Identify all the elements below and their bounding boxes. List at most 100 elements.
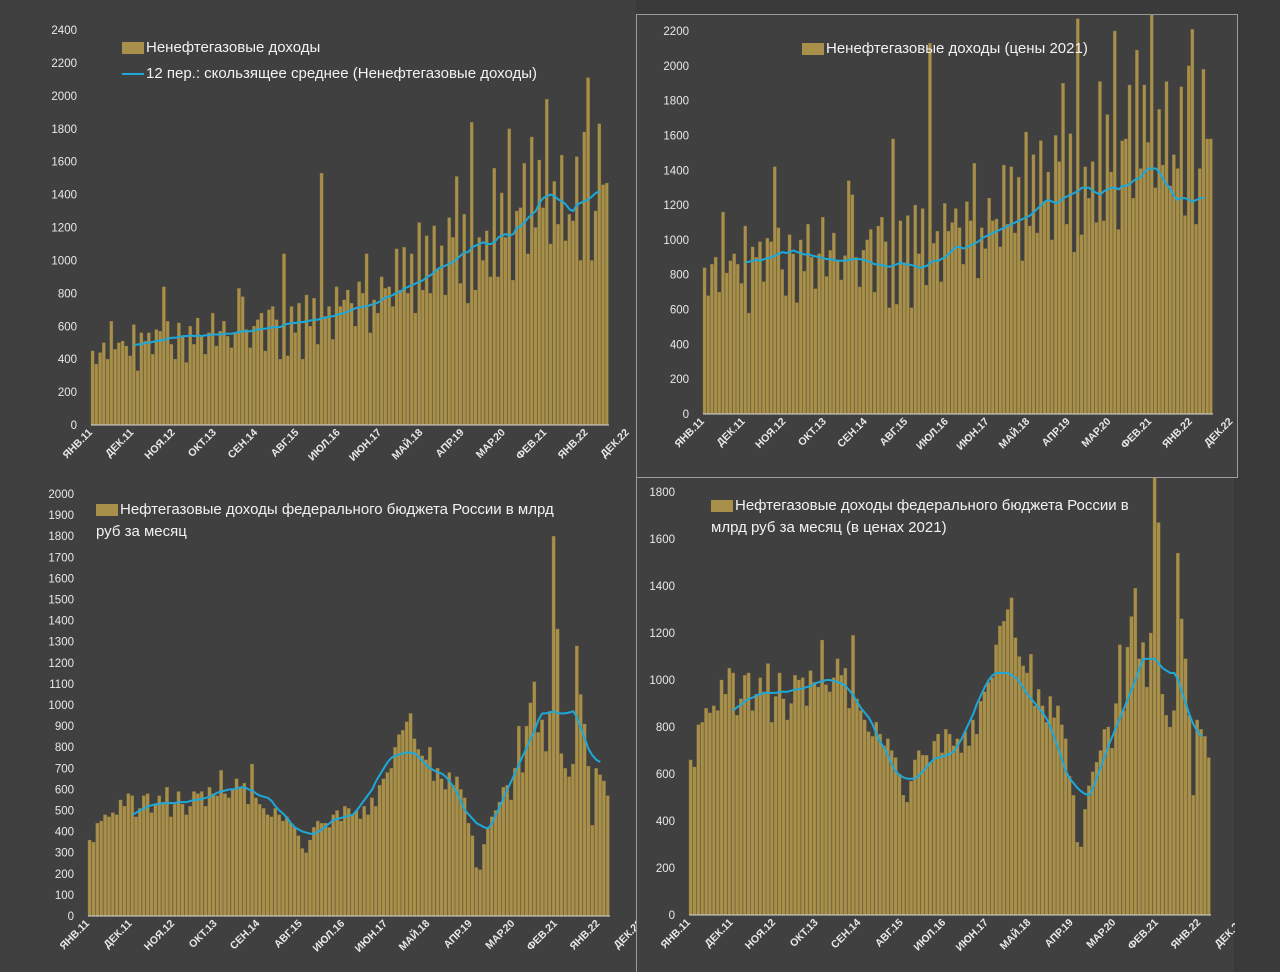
data-bar [1179, 618, 1184, 916]
data-bar [575, 156, 579, 426]
data-bar [362, 806, 366, 917]
data-bar [567, 776, 571, 917]
data-bar [484, 230, 489, 426]
data-bar [906, 215, 910, 415]
data-bar [343, 806, 347, 917]
x-tick-label: НОЯ.12 [142, 918, 177, 953]
data-bar [1020, 260, 1025, 415]
data-bar [526, 253, 530, 426]
data-bar [843, 668, 848, 916]
y-tick-label: 1200 [51, 223, 77, 235]
data-bar [816, 686, 821, 916]
data-bar [393, 747, 397, 917]
data-bar [784, 295, 788, 415]
data-bar [935, 231, 940, 415]
data-bar [723, 693, 728, 916]
data-bar [361, 293, 365, 426]
data-bar [1009, 597, 1014, 916]
data-bar [252, 326, 256, 426]
x-tick-label: СЕН.14 [228, 918, 263, 953]
data-bar [567, 214, 572, 426]
data-bar [195, 317, 200, 426]
data-bar [1040, 705, 1045, 916]
data-bar [533, 227, 538, 426]
data-bar [1168, 185, 1172, 415]
data-bar [358, 818, 363, 917]
data-bar [891, 138, 895, 415]
chart-legend: Нефтегазовые доходы федерального бюджета… [96, 501, 554, 540]
data-bar [215, 795, 220, 917]
data-bar [323, 316, 328, 426]
data-bar [431, 780, 436, 917]
data-bar [1160, 693, 1165, 916]
data-bar [743, 225, 747, 415]
y-tick-label: 2400 [51, 25, 77, 37]
data-bar [706, 295, 710, 415]
data-bar [1145, 686, 1149, 916]
data-bar [909, 307, 914, 415]
data-bar [1028, 225, 1032, 415]
data-bar [277, 814, 281, 917]
data-bar [246, 804, 250, 917]
data-bar [1083, 809, 1087, 916]
chart-panel-oil-gas-revenue-2021-prices: 0 200 400 600 800 1000 1200 1400 1600 1800 ЯНВ.11 Д… [636, 478, 1235, 972]
data-bar [218, 331, 222, 426]
data-bar [831, 677, 836, 916]
data-bar [162, 286, 166, 426]
data-bar [293, 332, 298, 426]
data-bar [416, 749, 421, 917]
data-bar [536, 732, 540, 917]
data-bar [835, 260, 840, 415]
y-tick-label: 1700 [48, 552, 74, 564]
data-bar [824, 684, 828, 916]
data-bar [1135, 50, 1139, 415]
data-bar [501, 787, 506, 917]
data-bar [998, 625, 1002, 916]
data-bar [882, 745, 886, 916]
y-tick-label: 200 [55, 869, 74, 881]
data-bar [381, 778, 386, 917]
y-tick-label: 600 [670, 305, 689, 317]
y-tick-label: 800 [670, 270, 689, 282]
y-tick-label: 300 [55, 848, 74, 860]
data-bar [470, 835, 475, 917]
x-tick-label: ЯНВ.22 [556, 427, 591, 462]
data-bar [203, 354, 207, 426]
data-bar [229, 347, 234, 426]
data-bar [102, 342, 106, 426]
data-bar [383, 288, 388, 426]
data-bar [346, 808, 351, 917]
data-bar [735, 715, 739, 916]
data-bar [165, 787, 169, 917]
data-bar [122, 806, 127, 917]
data-bar [1105, 114, 1110, 415]
data-bar [1072, 251, 1076, 415]
data-bar [135, 370, 140, 426]
data-bar [486, 827, 490, 917]
y-tick-label: 1600 [663, 130, 689, 142]
x-tick-label: ЯНВ.11 [672, 416, 707, 451]
data-bar [889, 750, 894, 916]
data-bar [196, 793, 200, 917]
data-bar [1079, 846, 1083, 916]
data-bar [207, 332, 211, 426]
data-bar [721, 211, 725, 415]
data-bar [149, 812, 154, 917]
data-bar [1109, 171, 1113, 415]
data-bar [233, 332, 237, 426]
data-bar [1057, 161, 1062, 415]
data-bar [605, 182, 609, 426]
data-bar [1141, 642, 1145, 916]
data-bar [376, 312, 380, 426]
x-tick-label: ДЕК.22 [598, 427, 632, 461]
data-bar [1056, 705, 1060, 916]
data-bar [1138, 168, 1143, 415]
data-bar [727, 668, 732, 916]
data-bar [552, 181, 557, 426]
data-bar [184, 362, 189, 426]
data-bar [474, 867, 479, 917]
data-bar [688, 759, 693, 916]
x-tick-label: МАР.20 [1084, 917, 1118, 951]
x-tick-label: МАР.20 [474, 427, 508, 461]
data-bar [126, 793, 131, 917]
